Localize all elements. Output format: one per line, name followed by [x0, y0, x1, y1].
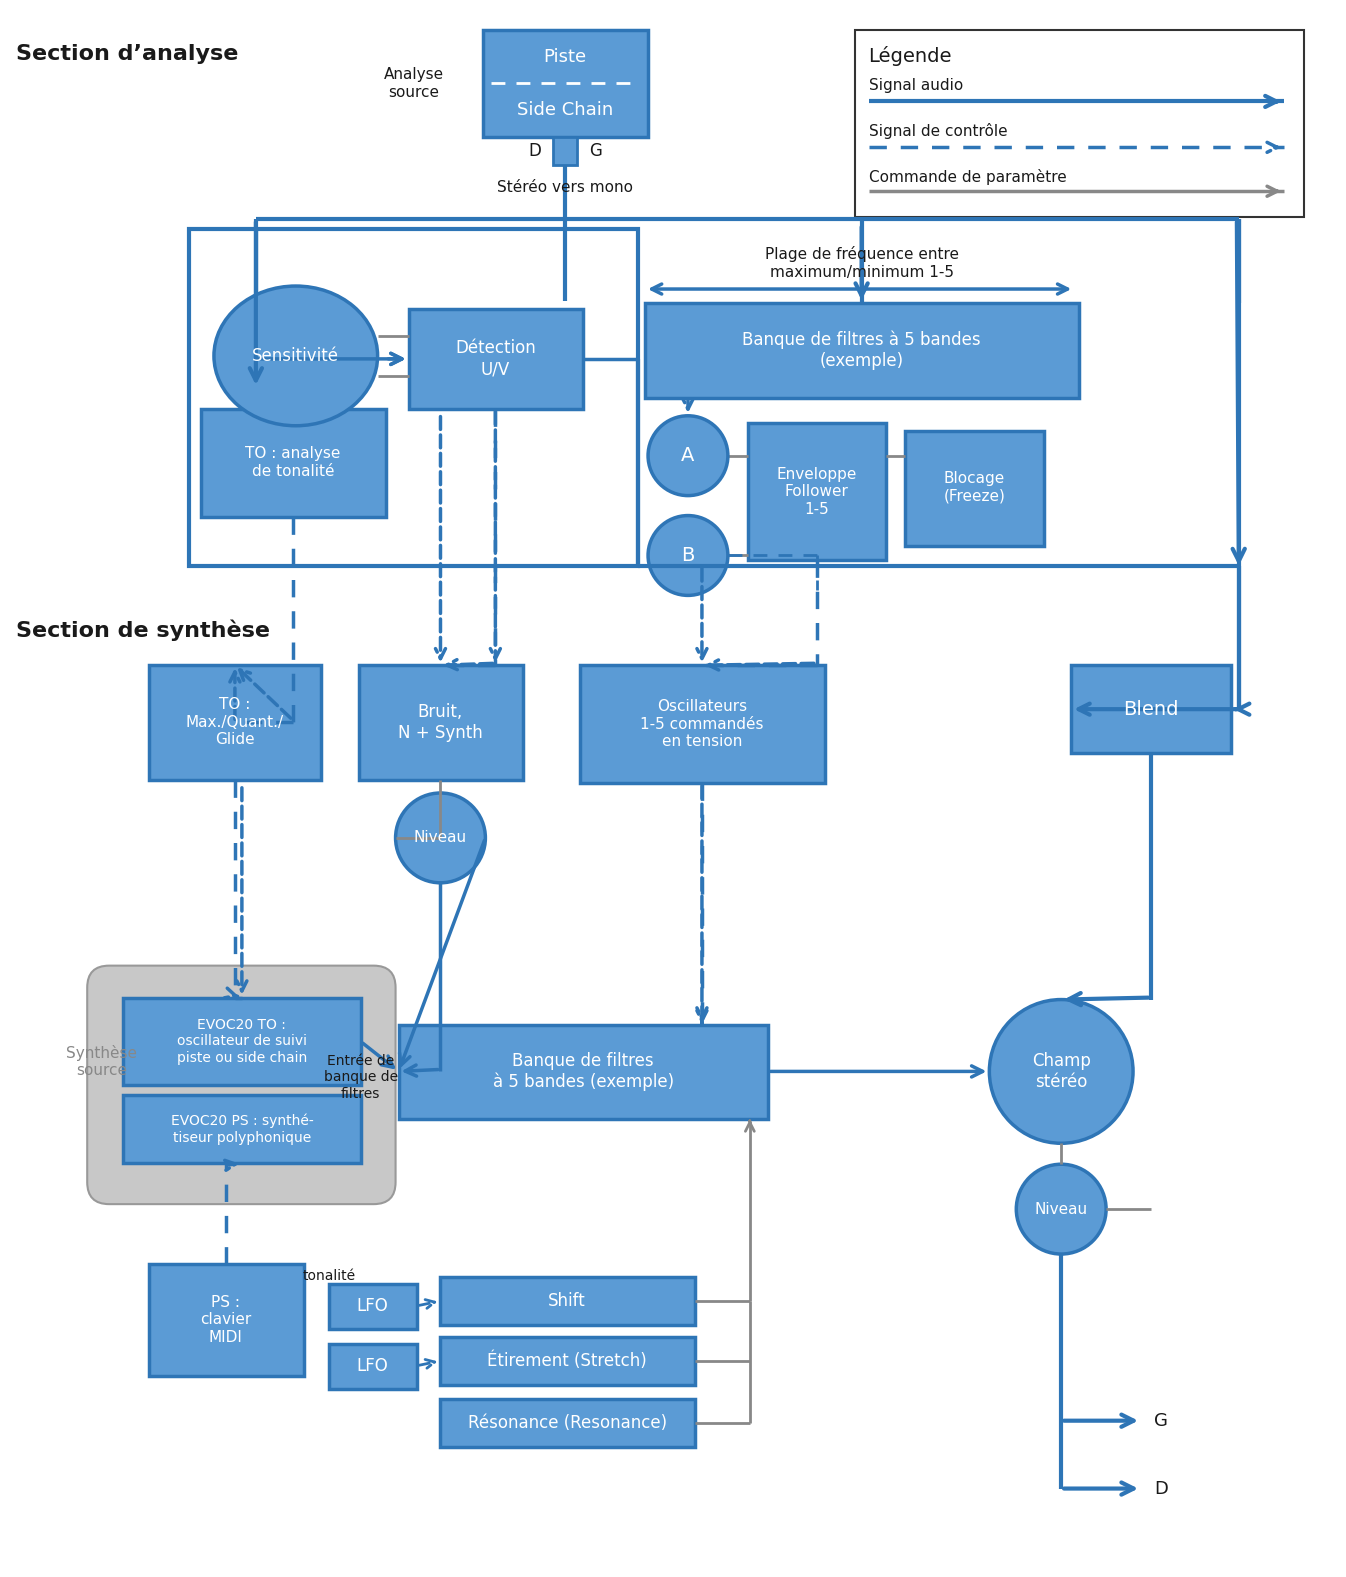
- Bar: [328, 1284, 416, 1329]
- Text: LFO: LFO: [357, 1356, 389, 1375]
- Text: G: G: [588, 142, 602, 161]
- Text: Analyse
source: Analyse source: [384, 68, 444, 99]
- FancyBboxPatch shape: [87, 965, 396, 1205]
- Text: Résonance (Resonance): Résonance (Resonance): [467, 1413, 666, 1432]
- Bar: [645, 303, 1079, 397]
- Text: Enveloppe
Follower
1-5: Enveloppe Follower 1-5: [777, 467, 857, 517]
- Circle shape: [647, 416, 728, 495]
- Bar: [748, 423, 886, 560]
- Bar: [122, 1096, 361, 1164]
- Text: A: A: [681, 446, 695, 465]
- Text: Synthèse
source: Synthèse source: [66, 1044, 137, 1079]
- Text: Stéréo vers mono: Stéréo vers mono: [497, 180, 633, 194]
- Text: Légende: Légende: [868, 46, 952, 66]
- Text: Étirement (Stretch): Étirement (Stretch): [487, 1351, 647, 1370]
- Text: Bruit,
N + Synth: Bruit, N + Synth: [398, 703, 483, 741]
- Text: Signal de contrôle: Signal de contrôle: [868, 123, 1007, 139]
- Bar: [201, 408, 385, 517]
- Circle shape: [1016, 1164, 1106, 1254]
- Text: Side Chain: Side Chain: [517, 101, 614, 120]
- Text: Oscillateurs
1-5 commandés
en tension: Oscillateurs 1-5 commandés en tension: [641, 699, 763, 749]
- Bar: [149, 1265, 304, 1375]
- Text: Banque de filtres
à 5 bandes (exemple): Banque de filtres à 5 bandes (exemple): [493, 1052, 674, 1091]
- Text: EVOC20 PS : synthé-
tiseur polyphonique: EVOC20 PS : synthé- tiseur polyphonique: [171, 1113, 314, 1145]
- Bar: [188, 229, 638, 566]
- Text: Section d’analyse: Section d’analyse: [16, 44, 238, 63]
- Bar: [580, 665, 825, 784]
- Circle shape: [989, 1000, 1133, 1143]
- Text: Entrée de
banque de
filtres: Entrée de banque de filtres: [323, 1053, 397, 1101]
- Bar: [358, 665, 524, 781]
- Text: D: D: [1154, 1479, 1168, 1498]
- Text: Banque de filtres à 5 bandes
(exemple): Banque de filtres à 5 bandes (exemple): [742, 330, 981, 369]
- Circle shape: [396, 793, 486, 883]
- Bar: [905, 431, 1044, 546]
- Text: B: B: [681, 546, 695, 565]
- Circle shape: [647, 516, 728, 596]
- Bar: [409, 309, 583, 408]
- Bar: [440, 1277, 695, 1325]
- Text: Blocage
(Freeze): Blocage (Freeze): [944, 472, 1005, 503]
- Bar: [440, 1399, 695, 1446]
- Text: PS :
clavier
MIDI: PS : clavier MIDI: [201, 1295, 252, 1345]
- Text: Détection
U/V: Détection U/V: [455, 339, 536, 378]
- Text: TO :
Max./Quant./
Glide: TO : Max./Quant./ Glide: [186, 697, 284, 747]
- Ellipse shape: [214, 285, 378, 426]
- Text: Champ
stéréo: Champ stéréo: [1032, 1052, 1090, 1091]
- Text: Commande de paramètre: Commande de paramètre: [868, 169, 1066, 185]
- Text: Signal audio: Signal audio: [868, 77, 962, 93]
- Text: Sensitivité: Sensitivité: [252, 347, 339, 364]
- Bar: [483, 30, 647, 137]
- Bar: [553, 137, 577, 166]
- Text: EVOC20 TO :
oscillateur de suivi
piste ou side chain: EVOC20 TO : oscillateur de suivi piste o…: [176, 1019, 307, 1064]
- Bar: [328, 1344, 416, 1389]
- Text: tonalité: tonalité: [302, 1269, 355, 1284]
- Text: D: D: [529, 142, 541, 161]
- Text: Plage de fréquence entre
maximum/minimum 1-5: Plage de fréquence entre maximum/minimum…: [765, 246, 958, 279]
- Bar: [440, 1337, 695, 1385]
- Bar: [1071, 665, 1230, 754]
- Text: Niveau: Niveau: [415, 831, 467, 845]
- Bar: [122, 998, 361, 1085]
- Text: Blend: Blend: [1124, 700, 1179, 719]
- Text: LFO: LFO: [357, 1296, 389, 1315]
- Text: Shift: Shift: [548, 1292, 586, 1310]
- Text: Piste: Piste: [544, 47, 587, 66]
- Text: G: G: [1154, 1411, 1168, 1430]
- Bar: [398, 1025, 767, 1120]
- Text: TO : analyse
de tonalité: TO : analyse de tonalité: [245, 446, 341, 479]
- Text: Section de synthèse: Section de synthèse: [16, 620, 271, 642]
- Bar: [855, 30, 1304, 218]
- Text: Niveau: Niveau: [1035, 1202, 1088, 1216]
- Bar: [149, 665, 320, 781]
